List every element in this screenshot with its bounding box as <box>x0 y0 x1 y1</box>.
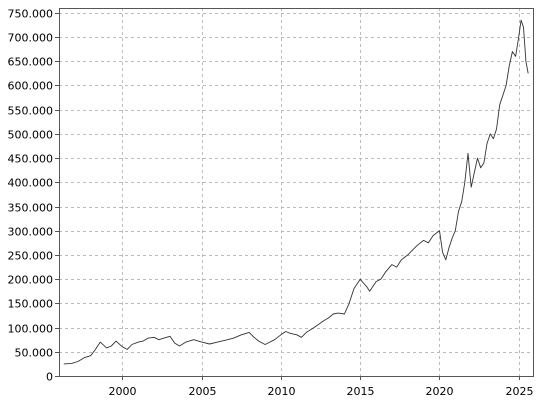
y-tick-label: 200.000 <box>8 274 54 287</box>
y-tick-label: 750.000 <box>8 8 54 21</box>
y-tick-label: 0 <box>46 371 53 384</box>
y-tick-label: 500.000 <box>8 129 54 142</box>
x-tick-label: 2000 <box>109 385 137 398</box>
y-tick-label: 250.000 <box>8 250 54 263</box>
x-tick-label: 2025 <box>506 385 534 398</box>
series-layer <box>63 19 529 365</box>
y-tick-label: 600.000 <box>8 80 54 93</box>
y-tick-label: 650.000 <box>8 56 54 69</box>
x-tick-label: 2010 <box>268 385 296 398</box>
plot-frame <box>59 8 534 377</box>
series-line <box>63 19 529 365</box>
x-tick-label: 2005 <box>189 385 217 398</box>
y-tick-label: 100.000 <box>8 323 54 336</box>
y-tick-label: 700.000 <box>8 32 54 45</box>
y-tick-label: 300.000 <box>8 226 54 239</box>
gridlines <box>59 8 533 376</box>
y-tick-label: 150.000 <box>8 298 54 311</box>
y-tick-label: 450.000 <box>8 153 54 166</box>
x-tick-label: 2015 <box>347 385 375 398</box>
y-axis-ticks: 0 50.000 100.000 150.000 200.000 250.000 300.0… <box>8 8 59 384</box>
y-tick-label: 550.000 <box>8 105 54 118</box>
y-tick-label: 350.000 <box>8 202 54 215</box>
y-tick-label: 400.000 <box>8 177 54 190</box>
y-tick-label: 50.000 <box>15 347 54 360</box>
x-tick-label: 2020 <box>426 385 454 398</box>
x-axis-ticks: 2000 2005 2010 2015 2020 2025 <box>109 376 534 398</box>
